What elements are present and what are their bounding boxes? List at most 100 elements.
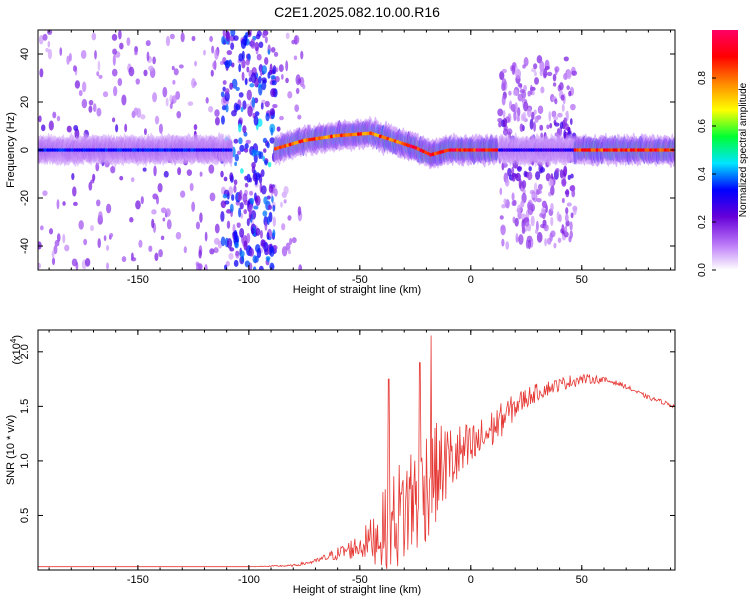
spectrogram-speckle (118, 30, 122, 40)
spectrogram-speckle (158, 123, 163, 134)
spectrogram-speckle (500, 225, 506, 230)
spectrogram-speckle (135, 200, 141, 210)
spectrogram-speckle (239, 202, 244, 210)
spectrogram-speckle (265, 112, 270, 122)
spectrogram-ridge-core (517, 148, 521, 152)
spectrogram-speckle (573, 206, 577, 216)
spectrogram-speckle (238, 137, 243, 145)
spectrogram-speckle (165, 208, 171, 217)
spectrogram-speckle (502, 117, 508, 127)
spectrogram-speckle (142, 167, 147, 172)
spectrogram-speckle (165, 35, 171, 47)
spectrogram-ridge-core (347, 133, 351, 137)
spectrogram-speckle (226, 209, 232, 214)
spectrogram-speckle (110, 166, 116, 174)
spectrogram-speckle (62, 201, 66, 206)
spectrogram-speckle (539, 124, 544, 131)
spectrogram-speckle (241, 255, 245, 263)
spectrogram-speckle (280, 201, 283, 208)
spectrogram-speckle (162, 86, 168, 98)
spectrogram-speckle (220, 211, 225, 222)
spectrogram-speckle (41, 124, 46, 132)
spectrogram-speckle (552, 82, 557, 87)
spectrogram-speckle (245, 58, 250, 66)
spectrogram-x-label: Height of straight line (km) (293, 284, 421, 296)
spectrogram-ridge-core (510, 148, 514, 152)
spectrogram-speckle (235, 86, 240, 91)
spectrogram-speckle (507, 167, 512, 177)
spectrogram-ridge-core (556, 148, 560, 152)
x-tick-label: -50 (352, 274, 368, 286)
spectrogram-ridge-core (75, 148, 79, 152)
spectrogram-speckle (276, 126, 281, 132)
spectrogram-ridge-core (617, 148, 621, 152)
spectrogram-speckle (261, 65, 267, 75)
spectrogram-speckle (226, 238, 233, 249)
spectrogram-speckle (78, 89, 83, 97)
spectrogram-ridge-core (138, 148, 143, 152)
spectrogram-ridge-core (334, 133, 339, 138)
spectrogram-speckle (238, 123, 242, 133)
spectrogram-speckle (240, 106, 244, 113)
spectrogram-speckle (180, 190, 186, 198)
spectrogram-ridge-core (498, 148, 502, 152)
spectrogram-speckle (514, 217, 519, 227)
spectrogram-speckle (285, 32, 290, 40)
spectrogram-speckle (42, 190, 48, 196)
spectrogram-ridge-core (97, 148, 101, 152)
spectrogram-speckle (172, 79, 176, 85)
spectrogram-ridge-core (615, 148, 619, 152)
spectrogram-speckle (193, 124, 198, 131)
spectrogram-speckle (557, 112, 563, 118)
spectrogram-speckle (571, 70, 578, 76)
spectrogram-ridge-core (433, 151, 438, 156)
x-tick-label: -150 (127, 574, 149, 586)
spectrogram-heatmap (38, 30, 675, 270)
spectrogram-speckle (39, 68, 44, 78)
spectrogram-speckle (508, 90, 512, 96)
spectrogram-speckle (497, 108, 504, 117)
spectrogram-speckle (521, 89, 527, 99)
spectrogram-speckle (273, 188, 278, 197)
spectrogram-speckle (519, 123, 524, 132)
spectrogram-ridge-core (197, 148, 201, 152)
spectrogram-ridge-core (656, 148, 660, 152)
spectrogram-ridge-core (136, 148, 140, 152)
spectrogram-speckle (47, 48, 53, 60)
spectrogram-ridge-core (520, 148, 524, 152)
spectrogram-speckle (173, 68, 179, 76)
spectrogram-ridge-core (551, 148, 555, 152)
spectrogram-ridge-core (546, 148, 551, 152)
spectrogram-speckle (238, 63, 242, 73)
spectrogram-speckle (271, 195, 274, 203)
spectrogram-speckle (96, 107, 102, 117)
colorbar-gradient (712, 30, 738, 270)
spectrogram-speckle (523, 101, 529, 112)
spectrogram-speckle (548, 111, 552, 122)
spectrogram-ridge-core (352, 132, 356, 137)
spectrogram-speckle (165, 97, 169, 107)
y-tick-label: -40 (19, 238, 31, 254)
spectrogram-speckle (205, 97, 209, 104)
spectrogram-ridge-core (407, 143, 411, 148)
spectrogram-speckle (563, 168, 568, 175)
spectrogram-speckle (262, 79, 268, 84)
spectrogram-speckle (524, 216, 530, 228)
spectrogram-ridge-core (141, 148, 145, 152)
spectrogram-ridge-core (356, 132, 361, 136)
spectrogram-speckle (546, 71, 553, 77)
spectrogram-speckle (559, 121, 564, 130)
spectrogram-speckle (260, 169, 265, 178)
spectrogram-speckle (511, 200, 516, 206)
spectrogram-speckle (88, 105, 93, 113)
spectrogram-speckle (511, 65, 516, 76)
spectrogram-speckle (270, 88, 276, 98)
spectrogram-speckle (568, 90, 572, 97)
spectrogram-ridge-core (575, 148, 580, 152)
spectrogram-ridge-core (492, 148, 496, 152)
spectrogram-speckle (295, 87, 300, 95)
spectrogram-speckle (569, 118, 573, 126)
spectrogram-speckle (233, 179, 238, 186)
spectrogram-speckle (267, 216, 270, 226)
spectrogram-x-ticks: -150 -100 -50 0 50 (48, 30, 672, 286)
